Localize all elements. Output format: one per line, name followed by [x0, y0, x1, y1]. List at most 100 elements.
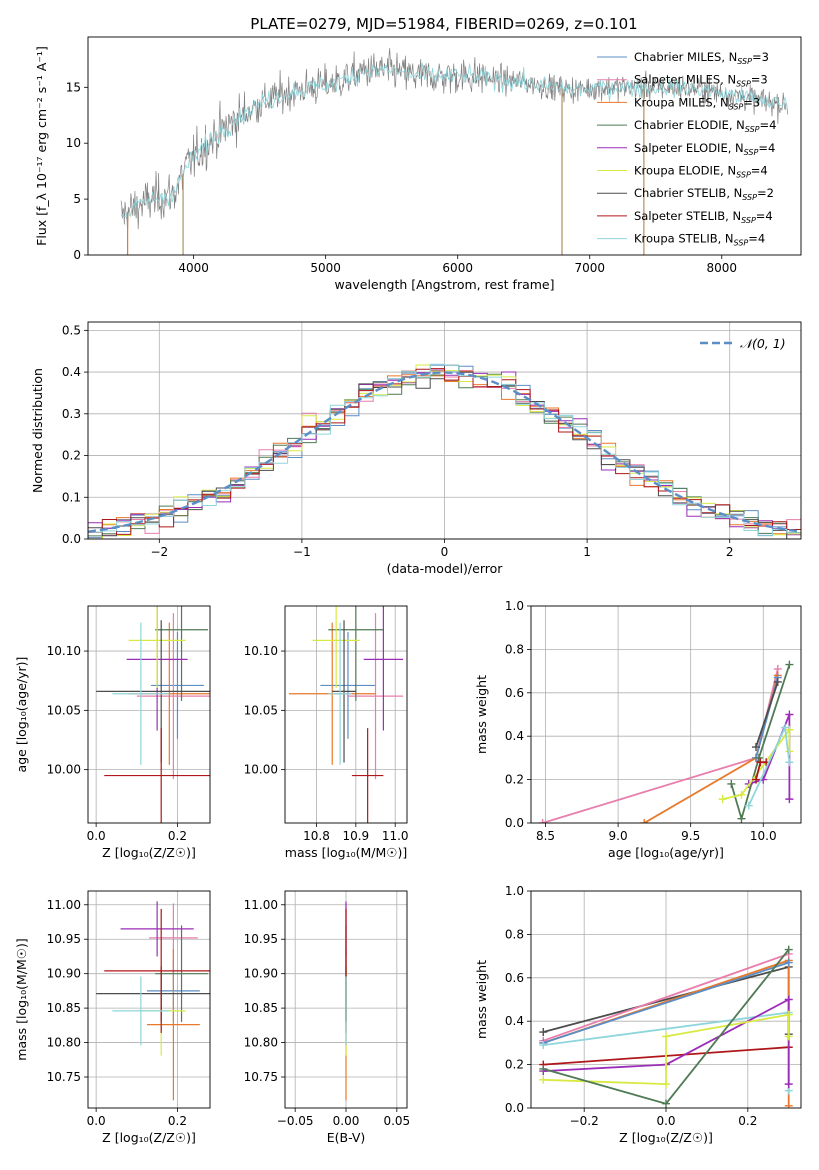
weight-marker	[784, 995, 793, 1004]
y-axis-label: mass weight	[474, 675, 489, 754]
y-tick-label: 0.0	[505, 1101, 524, 1115]
x-tick-label: 10.9	[342, 829, 369, 843]
y-tick-label: 10.10	[47, 644, 81, 658]
y-tick-label: 0.4	[62, 365, 81, 379]
y-tick-label: 10.75	[244, 1070, 278, 1084]
y-tick-label: 1.0	[505, 599, 524, 613]
weight-line	[543, 998, 790, 1085]
x-tick-label: 8.5	[536, 829, 555, 843]
spectrum-axes: 4000 5000 6000 7000 8000 0 5 10 15 wavelength [An…	[34, 36, 802, 292]
y-tick-label: 0.0	[62, 532, 81, 546]
weight-marker	[773, 677, 782, 686]
x-tick-label: 6000	[442, 261, 473, 275]
legend-label: Chabrier MILES, NSSP=3	[634, 50, 769, 66]
x-tick-label: 0.0	[87, 829, 106, 843]
age_vs_mass-axes: 10.8 10.9 11.0 10.00 10.05 10.10 mass [log₁₀(M…	[244, 605, 409, 860]
spectrum-plot-area	[120, 48, 789, 255]
y-tick-label: 0.6	[505, 686, 524, 700]
y-tick-label: 10.85	[47, 1001, 81, 1015]
x-tick-label: 2	[726, 545, 734, 559]
y-tick-label: 11.00	[244, 898, 278, 912]
y-tick-label: 0.6	[505, 971, 524, 985]
y-axis-label: Flux [f_λ 10⁻¹⁷ erg cm⁻² s⁻¹ A⁻¹]	[34, 46, 49, 246]
x-tick-label: 8000	[707, 261, 738, 275]
y-tick-label: 0.4	[505, 1014, 524, 1028]
legend-label: Kroupa MILES, NSSP=3	[634, 95, 760, 111]
errorbar-point	[347, 613, 404, 780]
y-tick-label: 0.8	[505, 927, 524, 941]
errorbar-point	[328, 606, 384, 701]
x-tick-label: 4000	[178, 261, 209, 275]
histogram-kroupa-stelib	[88, 363, 801, 536]
weight-line	[542, 953, 790, 1042]
errorbar-point	[112, 976, 170, 1046]
weight-marker	[727, 779, 736, 788]
errorbar-point	[136, 613, 210, 780]
x-tick-label: 0	[441, 545, 449, 559]
histogram-legend: 𝒩(0, 1)	[700, 336, 786, 351]
y-tick-label: 5	[73, 192, 81, 206]
y-tick-label: 0.2	[62, 449, 81, 463]
errorbar-point	[351, 728, 384, 823]
legend-label: Kroupa STELIB, NSSP=4	[634, 232, 765, 248]
weight-line	[730, 664, 791, 822]
x-tick-label: 9.0	[609, 829, 628, 843]
x-tick-label: 0.0	[656, 1114, 675, 1128]
age_vs_Z-axes: 0.0 0.2 10.00 10.05 10.10 Z [log₁₀(Z/Z☉)] age …	[14, 605, 211, 860]
axes-frame	[87, 321, 802, 540]
axes-frame	[284, 890, 408, 1109]
weight-marker	[539, 1041, 548, 1050]
axes-frame	[87, 890, 211, 1109]
y-tick-label: 15	[66, 80, 81, 94]
y-tick-label: 10.80	[47, 1036, 81, 1050]
x-axis-label: Z [log₁₀(Z/Z☉)]	[102, 1130, 196, 1145]
x-tick-label: 1	[583, 545, 591, 559]
x-tick-label: 0.0	[87, 1114, 106, 1128]
errorbar-point	[151, 632, 204, 739]
weight-line	[542, 668, 779, 823]
errorbar-point	[146, 948, 200, 1101]
axes-frame	[530, 605, 802, 824]
x-tick-label: −1	[293, 545, 311, 559]
y-tick-label: 0.3	[62, 407, 81, 421]
axes-frame	[530, 890, 802, 1109]
errorbar-point	[312, 606, 360, 688]
weight-line	[755, 681, 779, 748]
errorbar-point	[155, 925, 208, 1022]
x-tick-label: 5000	[310, 261, 341, 275]
axes-frame	[284, 605, 408, 824]
weight-marker	[752, 775, 760, 784]
age_vs_mass-plot-area	[288, 606, 404, 823]
weight-marker	[539, 1064, 548, 1073]
weight-marker	[640, 819, 649, 823]
residual_hist-axes: −2 −1 0 1 2 0.0 0.1 0.2 0.3 0.4 0.5 (data-model)/er…	[30, 321, 802, 576]
errorbar-point	[128, 606, 186, 688]
weight-marker	[784, 958, 793, 967]
weight-marker	[784, 1032, 793, 1041]
legend-label: Salpeter STELIB, NSSP=4	[634, 209, 773, 225]
x-tick-label: 10.0	[750, 829, 777, 843]
weight-marker	[662, 1080, 670, 1089]
x-tick-label: −0.05	[277, 1114, 314, 1128]
weight-marker	[785, 758, 794, 767]
x-tick-label: 0.05	[383, 1114, 410, 1128]
weight-marker	[785, 660, 794, 669]
y-tick-label: 0	[73, 248, 81, 262]
y-axis-label: mass [log₁₀(M/M☉)]	[14, 938, 29, 1060]
errorbar-point	[104, 908, 210, 1033]
y-axis-label: mass weight	[474, 960, 489, 1039]
weight-marker	[737, 814, 746, 823]
x-axis-label: mass [log₁₀(M/M☉)]	[285, 845, 407, 860]
weight-marker	[785, 710, 794, 719]
y-tick-label: 1.0	[505, 884, 524, 898]
errorbar-point	[320, 632, 376, 739]
y-tick-label: 10.05	[47, 703, 81, 717]
y-tick-label: 10.10	[244, 644, 278, 658]
x-tick-label: −2	[150, 545, 168, 559]
legend-label: Kroupa ELODIE, NSSP=4	[634, 164, 768, 180]
weight_vs_Z-axes: −0.2 0.0 0.2 0.0 0.2 0.4 0.6 0.8 1.0 Z [log₁₀(Z/Z…	[474, 884, 802, 1145]
spectrum-legend: Chabrier MILES, NSSP=3 Salpeter MILES, NS…	[597, 50, 776, 248]
legend-label: Chabrier ELODIE, NSSP=4	[634, 118, 776, 134]
